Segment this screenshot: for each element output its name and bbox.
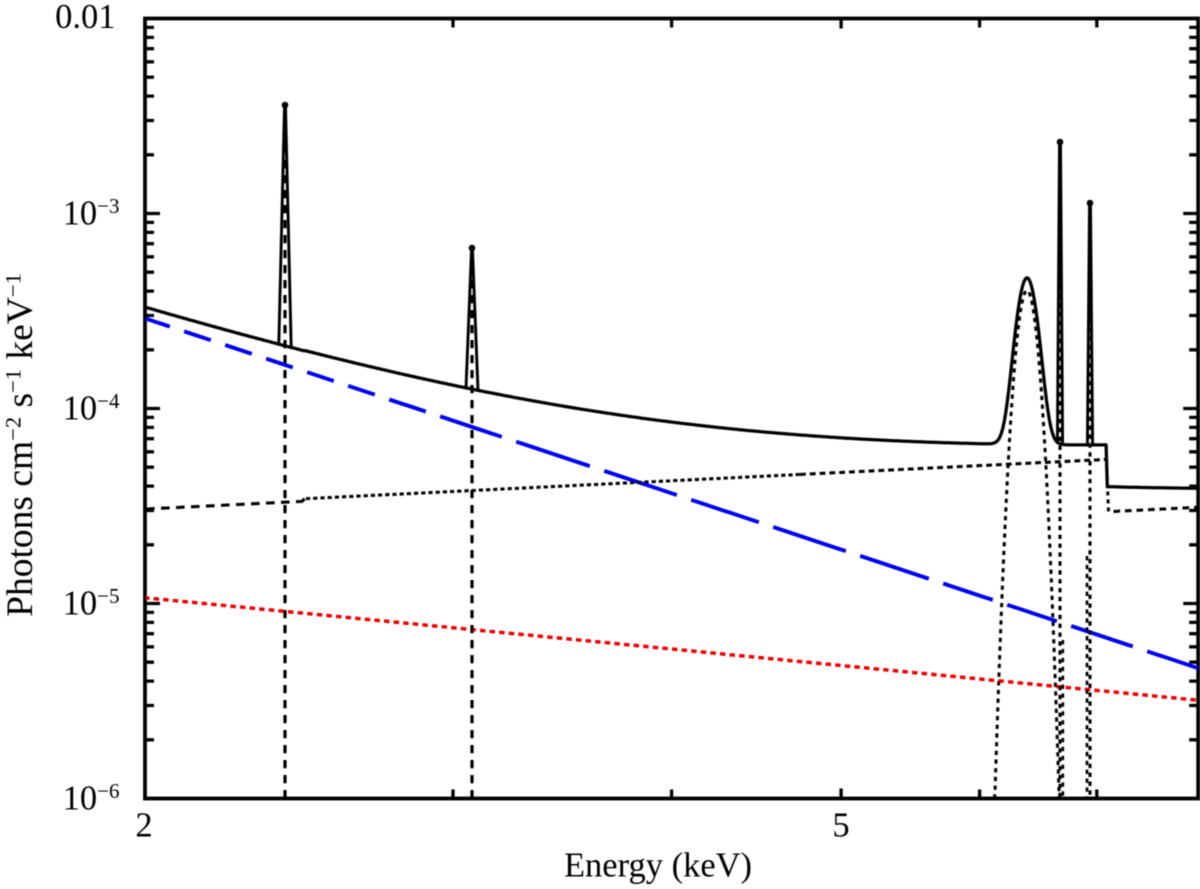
svg-text:5: 5 <box>832 807 849 845</box>
svg-text:Photons cm−2 s−1 keV−1: Photons cm−2 s−1 keV−1 <box>0 273 41 617</box>
svg-text:0.01: 0.01 <box>55 0 115 36</box>
svg-text:2: 2 <box>135 807 152 845</box>
svg-text:10−3: 10−3 <box>63 194 120 233</box>
svg-text:Energy (keV): Energy (keV) <box>564 847 752 885</box>
